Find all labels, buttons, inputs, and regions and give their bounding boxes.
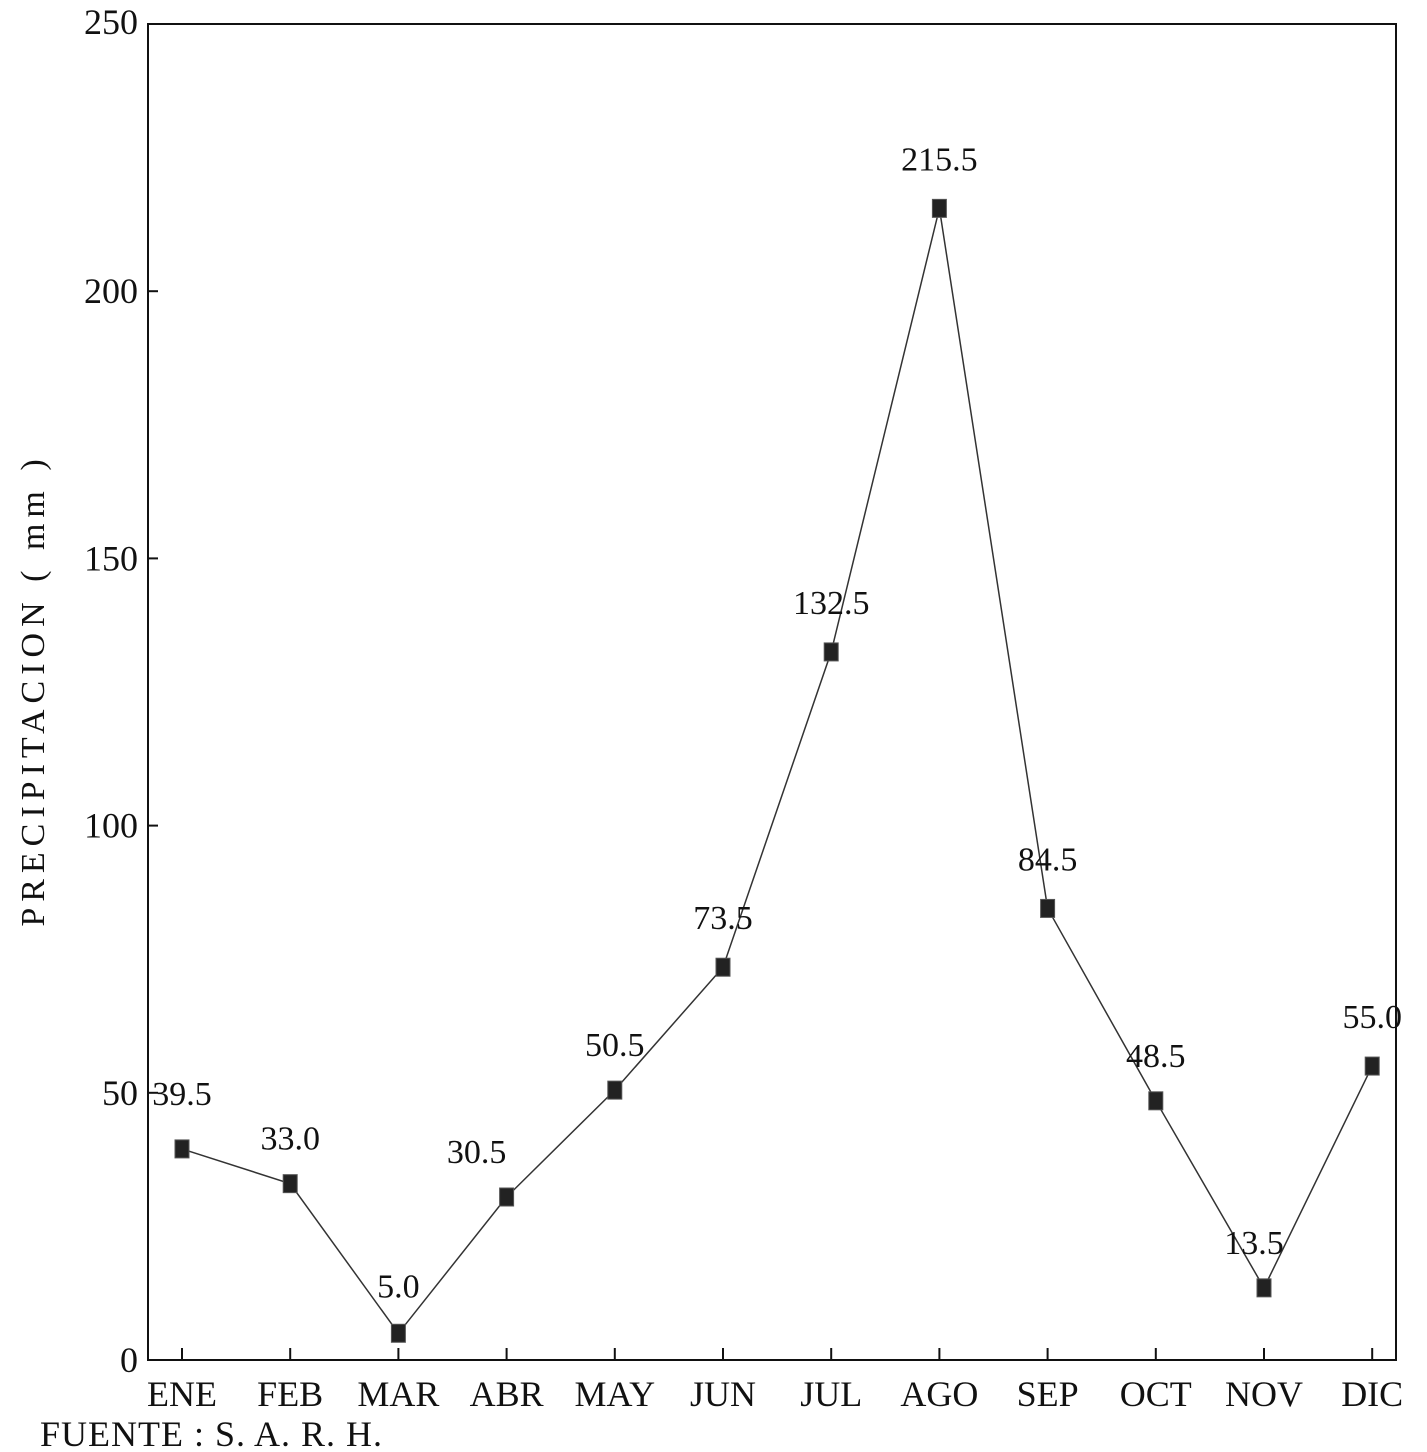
y-tick-label: 250 xyxy=(84,2,138,42)
data-label: 132.5 xyxy=(793,585,870,622)
data-label: 48.5 xyxy=(1126,1038,1186,1075)
x-tick-label: MAR xyxy=(357,1374,439,1414)
data-point-marker xyxy=(499,1187,515,1207)
y-tick-label: 200 xyxy=(84,271,138,311)
x-tick-label: JUL xyxy=(800,1374,862,1414)
data-point-marker xyxy=(390,1323,406,1343)
x-tick-label: AGO xyxy=(900,1374,978,1414)
y-tick-label: 150 xyxy=(84,538,138,578)
data-point-marker xyxy=(931,198,947,218)
data-label: 84.5 xyxy=(1018,841,1078,878)
data-markers xyxy=(174,198,1380,1343)
y-axis-label: PRECIPITACION ( mm ) xyxy=(15,453,52,926)
data-point-marker xyxy=(607,1080,623,1100)
x-tick-label: OCT xyxy=(1120,1374,1192,1414)
data-point-marker xyxy=(1040,898,1056,918)
data-label: 73.5 xyxy=(693,900,753,937)
source-note: FUENTE : S. A. R. H. xyxy=(40,1414,383,1452)
data-label: 39.5 xyxy=(152,1076,212,1113)
y-axis-ticks: 0 50 100 150 200 250 xyxy=(84,2,158,1380)
data-label: 215.5 xyxy=(901,141,978,178)
data-point-marker xyxy=(1364,1056,1380,1076)
data-label: 30.5 xyxy=(447,1134,507,1171)
x-tick-label: MAY xyxy=(574,1374,655,1414)
data-label: 50.5 xyxy=(585,1027,645,1064)
data-point-marker xyxy=(715,957,731,977)
y-tick-label: 100 xyxy=(84,806,138,846)
x-tick-label: DIC xyxy=(1341,1374,1403,1414)
x-tick-label: FEB xyxy=(257,1374,323,1414)
x-tick-label: ENE xyxy=(147,1374,217,1414)
x-tick-label: ABR xyxy=(470,1374,544,1414)
data-labels: 39.5 33.0 5.0 30.5 50.5 73.5 132.5 215.5 84.5 48.… xyxy=(152,141,1402,1305)
data-point-marker xyxy=(282,1174,298,1194)
y-tick-label: 0 xyxy=(120,1340,138,1380)
x-axis-ticks: ENE FEB MAR ABR MAY JUN JUL AGO SEP OCT NOV DIC xyxy=(147,1348,1403,1414)
data-label: 33.0 xyxy=(260,1121,320,1158)
data-point-marker xyxy=(1148,1091,1164,1111)
data-point-marker xyxy=(174,1139,190,1159)
data-label: 55.0 xyxy=(1342,999,1402,1036)
data-point-marker xyxy=(1256,1278,1272,1298)
y-tick-label: 50 xyxy=(102,1073,138,1113)
plot-frame xyxy=(147,23,1397,1361)
x-tick-label: JUN xyxy=(690,1374,756,1414)
x-tick-label: NOV xyxy=(1225,1374,1303,1414)
series-line xyxy=(181,208,1373,1335)
data-label: 5.0 xyxy=(377,1268,420,1305)
x-tick-label: SEP xyxy=(1017,1374,1079,1414)
data-point-marker xyxy=(823,642,839,662)
data-label: 13.5 xyxy=(1224,1225,1284,1262)
